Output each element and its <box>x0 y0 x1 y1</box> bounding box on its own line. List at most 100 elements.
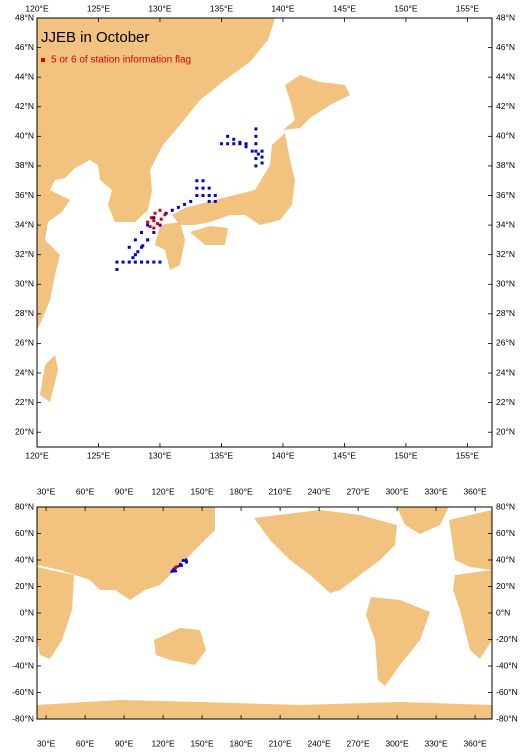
y-tick-label: 30°N <box>496 279 515 289</box>
y-tick-label: 40°N <box>496 131 515 141</box>
x-tick-label: 270°E <box>346 738 370 748</box>
station-point <box>133 260 137 264</box>
y-tick-label: 38°N <box>496 160 515 170</box>
station-point <box>115 267 119 271</box>
x-tick-label: 240°E <box>307 486 331 496</box>
station-point <box>140 231 144 234</box>
station-point <box>149 216 153 220</box>
x-tick-label: 155°E <box>456 3 480 13</box>
y-tick-label: 80°N <box>15 501 34 511</box>
y-tick-label: 36°N <box>496 190 515 200</box>
station-point <box>136 250 140 254</box>
station-point <box>133 238 137 242</box>
station-point <box>207 199 211 203</box>
station-point <box>232 137 236 141</box>
station-point <box>170 570 173 573</box>
world-land <box>37 507 492 719</box>
y-tick-label: 46°N <box>496 42 515 52</box>
station-point <box>201 186 205 190</box>
station-point <box>146 238 150 242</box>
y-tick-label: -80°N <box>496 713 518 723</box>
y-tick-label: -80°N <box>12 713 34 723</box>
station-point <box>176 205 180 209</box>
x-tick-label: 210°E <box>268 486 292 496</box>
y-tick-label: 36°N <box>15 190 34 200</box>
y-tick-label: 38°N <box>15 160 34 170</box>
station-point <box>175 566 178 569</box>
y-tick-label: 0°N <box>496 607 510 617</box>
y-tick-label: 44°N <box>15 71 34 81</box>
y-tick-label: 24°N <box>15 367 34 377</box>
station-point <box>254 157 258 161</box>
station-point <box>133 253 137 257</box>
station-point <box>207 194 211 198</box>
station-point <box>183 202 187 206</box>
y-tick-label: 20°N <box>15 426 34 436</box>
x-tick-label: 300°E <box>385 486 409 496</box>
x-tick-label: 145°E <box>333 450 357 460</box>
station-point <box>254 127 258 131</box>
x-tick-label: 130°E <box>148 450 172 460</box>
x-tick-label: 150°E <box>190 486 214 496</box>
station-point <box>158 208 162 212</box>
x-tick-label: 30°E <box>37 486 56 496</box>
station-point <box>185 560 188 563</box>
station-point <box>260 161 264 165</box>
y-tick-label: 26°N <box>496 338 515 348</box>
map-title: JJEB in October <box>41 29 149 46</box>
x-tick-label: 60°E <box>76 486 95 496</box>
y-tick-label: -60°N <box>496 687 518 697</box>
x-tick-label: 130°E <box>148 3 172 13</box>
station-point <box>201 194 205 198</box>
y-tick-label: -20°N <box>12 634 34 644</box>
station-point <box>146 220 150 224</box>
x-tick-label: 120°E <box>25 3 49 13</box>
station-point <box>256 152 260 156</box>
x-tick-label: 240°E <box>307 738 331 748</box>
station-point <box>244 145 248 149</box>
y-tick-label: 40°N <box>15 131 34 141</box>
station-point <box>179 562 182 565</box>
station-point <box>232 142 236 146</box>
y-tick-label: -60°N <box>12 687 34 697</box>
station-point <box>141 244 145 248</box>
station-point <box>238 140 242 144</box>
station-point <box>152 216 156 220</box>
x-tick-label: 135°E <box>210 3 234 13</box>
y-tick-label: 22°N <box>496 397 515 407</box>
y-tick-label: 28°N <box>496 308 515 318</box>
station-point <box>254 134 258 138</box>
station-point <box>127 245 131 249</box>
station-point <box>260 149 264 153</box>
station-point <box>131 256 135 260</box>
y-tick-label: 20°N <box>15 581 34 591</box>
station-point <box>146 260 150 264</box>
x-tick-label: 120°E <box>151 486 175 496</box>
y-tick-label: 40°N <box>496 554 515 564</box>
y-tick-label: 32°N <box>15 249 34 259</box>
y-tick-label: 20°N <box>496 581 515 591</box>
y-tick-label: 46°N <box>15 42 34 52</box>
x-tick-label: 140°E <box>271 450 295 460</box>
y-tick-label: 26°N <box>15 338 34 348</box>
station-point <box>207 186 211 190</box>
x-tick-label: 150°E <box>394 450 418 460</box>
station-point <box>146 223 150 227</box>
y-tick-label: 42°N <box>496 101 515 111</box>
y-tick-label: 42°N <box>15 101 34 111</box>
station-point <box>140 260 144 264</box>
legend-label: 5 or 6 of station information flag <box>51 55 191 66</box>
x-tick-label: 150°E <box>394 3 418 13</box>
station-point <box>244 142 248 146</box>
x-tick-label: 90°E <box>115 486 134 496</box>
regional-frame <box>36 17 493 448</box>
x-tick-label: 125°E <box>87 3 111 13</box>
station-point <box>254 164 258 168</box>
station-point <box>226 142 230 146</box>
legend-swatch <box>41 58 45 62</box>
station-point <box>260 155 264 159</box>
x-tick-label: 180°E <box>229 486 253 496</box>
y-tick-label: 20°N <box>496 426 515 436</box>
x-tick-label: 155°E <box>456 450 480 460</box>
